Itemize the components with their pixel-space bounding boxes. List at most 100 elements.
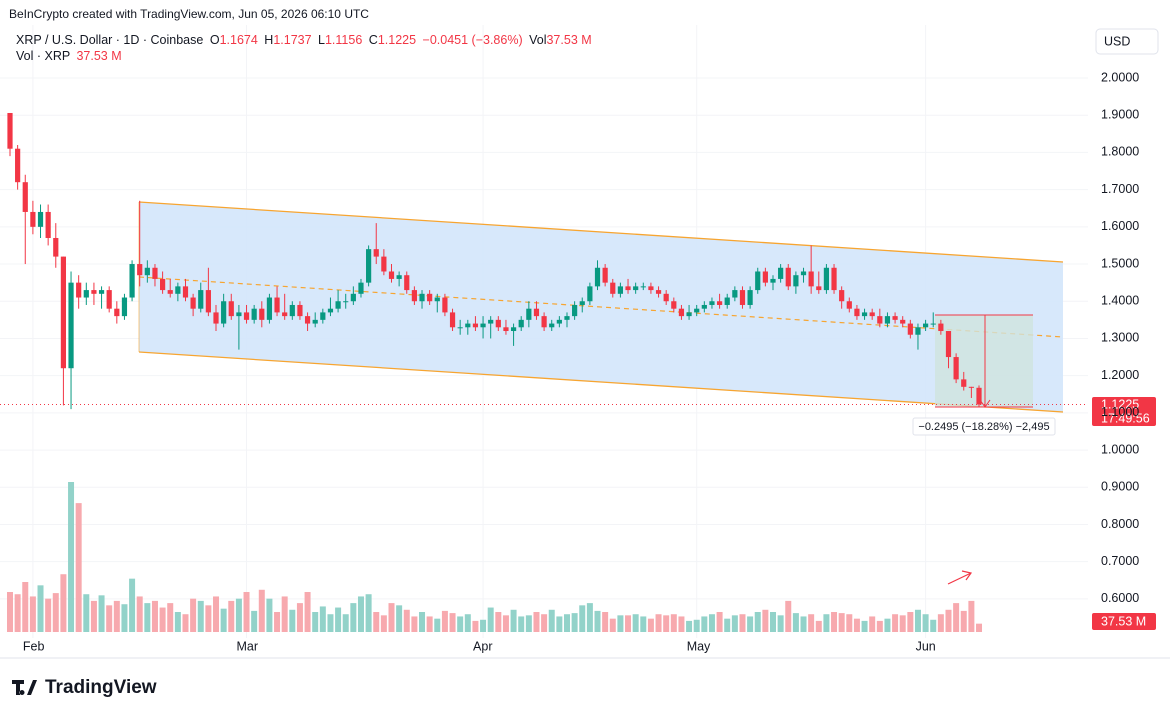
candle-body — [144, 267, 150, 276]
volume-bar — [823, 614, 830, 632]
volume-bar — [45, 598, 52, 632]
volume-bar — [159, 607, 166, 632]
volume-bar — [510, 609, 517, 632]
volume-bar — [716, 612, 723, 632]
volume-bar — [388, 603, 395, 632]
volume-bar — [7, 592, 13, 632]
volume-bar — [556, 616, 563, 632]
candle-body — [747, 290, 753, 305]
volume-bar — [441, 610, 448, 632]
volume-bar — [922, 614, 929, 632]
candle-body — [709, 301, 715, 305]
volume-bar — [960, 610, 967, 632]
channel-upper — [138, 201, 1064, 263]
volume-bar — [777, 615, 784, 632]
candle-body — [45, 211, 51, 238]
candle-body — [449, 312, 456, 328]
currency[interactable]: USD — [1104, 34, 1130, 48]
candle-body — [434, 297, 440, 302]
candle-body — [533, 308, 540, 317]
volume-bar — [457, 616, 464, 632]
candle-body — [366, 249, 372, 283]
candle-body — [419, 293, 425, 302]
candle-body — [327, 308, 334, 313]
volume-bar — [174, 612, 181, 632]
volume-bar — [785, 600, 792, 632]
volume-bar — [609, 618, 616, 632]
volume-bar — [426, 616, 433, 632]
volume-bar — [243, 592, 250, 632]
candle-body — [411, 290, 417, 302]
candle-body — [976, 387, 982, 405]
volume-bar — [228, 600, 235, 632]
candle-body — [541, 316, 547, 328]
candle-body — [167, 290, 173, 294]
candle-body — [755, 271, 761, 291]
volume-legend: Vol · XRP 37.53 M — [16, 49, 122, 63]
y-tick-label: 1.8000 — [1101, 145, 1139, 159]
candle-body — [854, 308, 860, 317]
candle-body — [961, 379, 967, 387]
candle-body — [320, 312, 326, 320]
volume-bar — [632, 614, 639, 632]
candle-body — [953, 357, 959, 380]
candle-body — [846, 301, 852, 309]
candle-body — [274, 297, 280, 313]
candle-body — [7, 112, 13, 149]
volume-bar — [464, 614, 471, 632]
candle-body — [83, 290, 89, 298]
volume-bar — [350, 603, 357, 632]
volume-bar — [22, 582, 29, 632]
volume-bar — [213, 596, 220, 632]
volume-bar — [701, 616, 708, 632]
volume-bar — [167, 603, 174, 632]
candle-body — [221, 301, 227, 324]
candle-body — [724, 297, 730, 305]
y-tick-label: 0.8000 — [1101, 517, 1139, 531]
candle-body — [91, 290, 97, 294]
candle-body — [182, 286, 189, 298]
y-tick-label: 2.0000 — [1101, 70, 1139, 84]
volume-bar — [708, 614, 715, 632]
volume-bar — [594, 610, 601, 632]
volume-bar — [533, 612, 540, 632]
price-label: 1.1225 — [1101, 397, 1139, 411]
volume-bar — [327, 614, 334, 632]
volume-bar — [853, 618, 860, 632]
volume-bar — [190, 598, 197, 632]
volume-bar — [892, 614, 899, 632]
candle-body — [869, 312, 875, 317]
candle-body — [594, 267, 601, 287]
volume-bar — [815, 620, 822, 632]
l-value: 1.1156 — [325, 33, 362, 47]
volume-bar — [129, 578, 136, 632]
vol-value: 37.53 M — [546, 33, 591, 47]
volume-bar — [182, 614, 189, 632]
volume-bar — [357, 596, 364, 632]
volume-bar — [693, 619, 700, 632]
candle-body — [716, 301, 723, 305]
volume-bar — [274, 612, 281, 632]
channel-mid — [138, 276, 1064, 338]
y-tick-label: 0.9000 — [1101, 480, 1139, 494]
logo-text: TradingView — [45, 677, 157, 698]
candle-body — [839, 290, 845, 302]
candle-body — [22, 182, 28, 212]
candle-body — [793, 275, 799, 287]
volume-bar — [976, 623, 983, 632]
candle-body — [640, 286, 646, 288]
volume-bar — [403, 609, 410, 632]
candle-body — [655, 290, 662, 294]
candle-body — [427, 293, 433, 302]
y-tick-label: 1.3000 — [1101, 331, 1139, 345]
candle-body — [686, 312, 692, 317]
volume-bar — [808, 614, 815, 632]
candle-body — [350, 293, 356, 302]
currency-button[interactable] — [1095, 28, 1159, 55]
o-value: 1.1674 — [220, 33, 258, 47]
candle-body — [671, 301, 677, 309]
candle-body — [549, 323, 555, 328]
x-tick-label: Apr — [473, 639, 492, 653]
volume-bar — [373, 612, 380, 632]
